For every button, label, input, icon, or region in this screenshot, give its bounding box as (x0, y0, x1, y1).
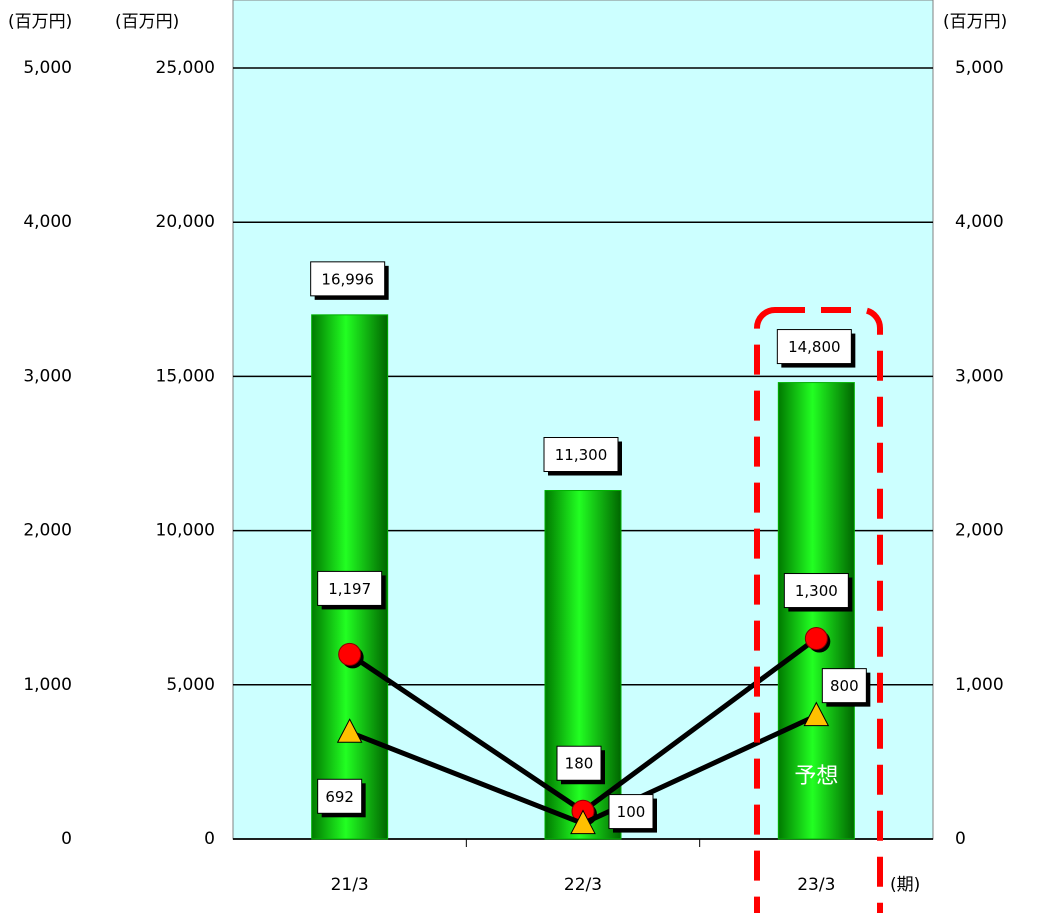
y2-tick-label: 2,000 (23, 521, 72, 541)
bar (544, 490, 622, 840)
x-tick-label: 23/3 (797, 875, 835, 895)
label-box (783, 573, 849, 609)
label-box (821, 668, 867, 704)
label-box (317, 570, 383, 606)
x-tick-label: 22/3 (564, 875, 602, 895)
data-label: 16,996 (321, 270, 374, 288)
y2-tick-label: 1,000 (23, 675, 72, 695)
label-box (608, 794, 654, 830)
x-axis-unit: (期) (890, 875, 920, 895)
y2-axis-unit: (百万円) (8, 12, 72, 32)
label-box (317, 778, 363, 814)
annotation: 予想 (794, 764, 838, 789)
data-label: 11,300 (555, 446, 608, 464)
y2-tick-label: 5,000 (23, 58, 72, 78)
y-tick-label: 0 (204, 829, 215, 849)
marker (338, 642, 362, 666)
y-tick-label: 15,000 (156, 366, 215, 386)
x-tick-label: 21/3 (331, 875, 369, 895)
y-tick-label: 25,000 (156, 58, 215, 78)
data-label: 692 (325, 788, 354, 806)
label-box (776, 329, 852, 365)
y2-tick-label: 4,000 (23, 212, 72, 232)
data-label: 800 (830, 677, 859, 695)
y2-tick-label: 2,000 (955, 521, 1004, 541)
y2-tick-label: 5,000 (955, 58, 1004, 78)
y2-tick-label: 1,000 (955, 675, 1004, 695)
y-tick-label: 20,000 (156, 212, 215, 232)
y2-tick-label: 3,000 (955, 366, 1004, 386)
y-axis-unit: (百万円) (115, 12, 179, 32)
marker (804, 627, 828, 651)
label-box (310, 261, 386, 297)
y2-tick-label: 3,000 (23, 366, 72, 386)
data-label: 100 (617, 803, 646, 821)
marker (336, 718, 363, 743)
y2-axis-unit: (百万円) (943, 12, 1007, 32)
y2-tick-label: 0 (955, 829, 966, 849)
data-label: 14,800 (788, 338, 841, 356)
marker (803, 701, 830, 727)
label-box (556, 745, 602, 781)
marker (570, 809, 596, 835)
y2-tick-label: 0 (61, 829, 72, 849)
data-label: 1,197 (328, 580, 371, 598)
y-tick-label: 10,000 (156, 521, 215, 541)
data-label: 180 (565, 755, 594, 773)
y-tick-label: 5,000 (166, 675, 215, 695)
y2-tick-label: 4,000 (955, 212, 1004, 232)
data-label: 1,300 (795, 582, 838, 600)
label-box (543, 437, 619, 473)
